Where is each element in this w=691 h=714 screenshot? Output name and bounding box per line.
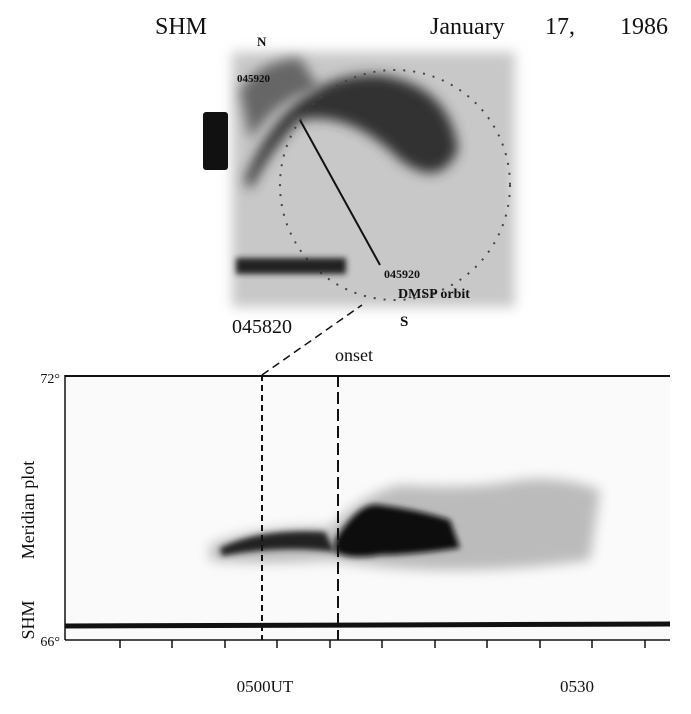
meridian-plot xyxy=(64,375,671,648)
date-day: 17, xyxy=(545,14,575,40)
y-top-label: 72° xyxy=(40,372,60,387)
time-label: 045920 xyxy=(237,73,271,85)
orbit-label: DMSP orbit xyxy=(398,287,470,302)
all-sky-image xyxy=(203,52,515,307)
onset-label: onset xyxy=(335,345,373,365)
y-bottom-label: 66° xyxy=(40,635,60,650)
north-label: N xyxy=(257,34,267,49)
time-label: 045820 xyxy=(232,316,292,338)
y-axis-label: Meridian plot xyxy=(18,461,38,559)
time-label: 045920 xyxy=(384,267,420,281)
date-month: January xyxy=(430,14,505,40)
x-tick-label: 0530 xyxy=(560,677,594,696)
south-label: S xyxy=(400,314,408,330)
connector xyxy=(261,304,363,376)
date-year: 1986 xyxy=(620,14,668,40)
x-tick-label: 0500UT xyxy=(237,677,294,696)
station-title: SHM xyxy=(155,14,207,40)
station-label: SHM xyxy=(18,600,38,639)
